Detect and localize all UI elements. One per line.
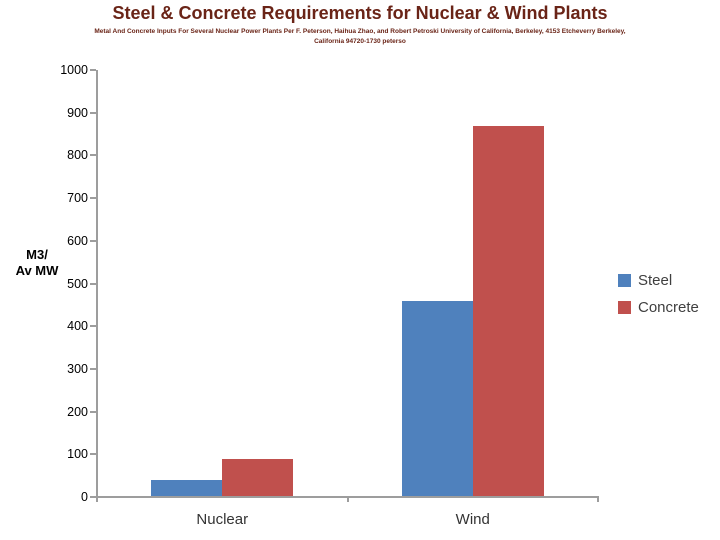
y-tick-label: 400: [67, 319, 88, 334]
x-tick-mark: [346, 497, 349, 502]
y-tick-label: 200: [67, 404, 88, 419]
chart-title: Steel & Concrete Requirements for Nuclea…: [112, 3, 608, 23]
chart-subtitle: Metal And Concrete Inputs For Several Nu…: [60, 27, 660, 47]
y-axis-title-line1: M3/: [26, 247, 48, 262]
legend-swatch-steel: [618, 274, 631, 287]
y-tick-mark: [90, 367, 96, 370]
bar-wind-concrete: [472, 125, 544, 496]
legend-item-steel: Steel: [618, 272, 699, 289]
y-tick-mark: [90, 154, 96, 157]
legend-item-concrete: Concrete: [618, 299, 699, 316]
y-tick-label: 900: [67, 105, 88, 120]
y-axis-line: [96, 70, 98, 501]
y-tick-label: 600: [67, 233, 88, 248]
y-tick-mark: [90, 282, 96, 285]
bar-nuclear-concrete: [222, 458, 294, 496]
y-tick-label: 500: [67, 276, 88, 291]
y-tick-mark: [90, 69, 96, 71]
bar-wind-steel: [401, 300, 473, 496]
y-tick-mark: [90, 111, 96, 114]
y-tick-mark: [90, 197, 96, 200]
legend-label: Concrete: [638, 299, 699, 316]
y-axis-title-line2: Av MW: [15, 263, 59, 278]
y-tick-mark: [90, 325, 96, 328]
x-category-label: Wind: [455, 511, 490, 528]
y-tick-label: 300: [67, 361, 88, 376]
y-tick-mark: [90, 410, 96, 413]
y-tick-label: 100: [67, 447, 88, 462]
x-category-label: Nuclear: [196, 511, 249, 528]
y-tick-label: 1000: [60, 63, 88, 77]
subtitle-line-2: California 94720-1730 peterso: [314, 38, 406, 45]
y-axis-title: M3/ Av MW: [8, 247, 66, 279]
legend-swatch-concrete: [618, 301, 631, 314]
x-tick-mark: [597, 497, 599, 502]
y-tick-label: 700: [67, 191, 88, 206]
y-tick-mark: [90, 453, 96, 456]
legend-label: Steel: [638, 272, 673, 289]
legend: Steel Concrete: [618, 272, 699, 326]
y-tick-mark: [90, 496, 96, 498]
y-tick-label: 0: [81, 490, 88, 504]
y-tick-mark: [90, 239, 96, 242]
bar-nuclear-steel: [151, 479, 223, 496]
subtitle-line-1: Metal And Concrete Inputs For Several Nu…: [94, 28, 626, 35]
y-tick-label: 800: [67, 148, 88, 163]
x-tick-mark: [96, 497, 98, 502]
